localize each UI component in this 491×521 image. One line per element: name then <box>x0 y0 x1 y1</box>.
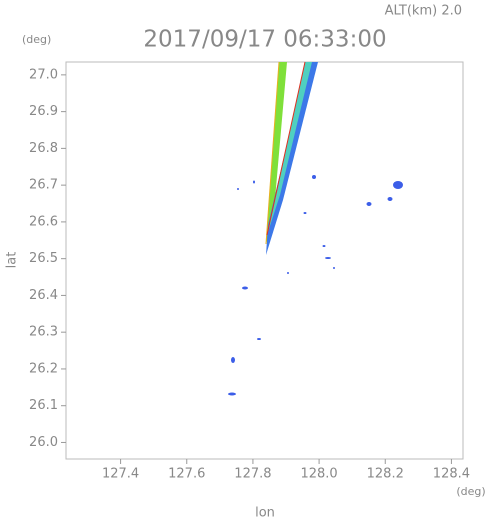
y-axis-label: lat <box>5 252 20 269</box>
echo-band <box>268 62 312 232</box>
x-tick-label: 128.4 <box>433 467 470 482</box>
y-tick-label: 26.1 <box>29 398 58 413</box>
y-tick-label: 26.4 <box>29 288 58 303</box>
echo-spots <box>228 175 403 396</box>
radar-echoes <box>228 61 403 396</box>
x-tick-label: 127.8 <box>234 467 271 482</box>
echo-band <box>266 62 287 244</box>
y-tick-label: 26.3 <box>29 325 58 340</box>
x-unit: (deg) <box>456 485 485 498</box>
y-tick-label: 26.0 <box>29 435 58 450</box>
echo-band <box>266 62 318 255</box>
y-tick-label: 26.9 <box>29 104 58 119</box>
x-tick-label: 127.6 <box>168 467 205 482</box>
y-tick-label: 26.8 <box>29 141 58 156</box>
x-tick-label: 127.4 <box>102 467 139 482</box>
x-axis-label: lon <box>255 506 275 521</box>
y-unit: (deg) <box>22 33 51 46</box>
echo-edge <box>265 61 280 245</box>
x-tick-label: 128.2 <box>367 467 404 482</box>
y-tick-label: 27.0 <box>29 67 58 82</box>
y-tick-label: 26.5 <box>29 251 58 266</box>
y-tick-label: 26.6 <box>29 214 58 229</box>
chart-title: 2017/09/17 06:33:00 <box>143 27 386 53</box>
y-tick-label: 26.7 <box>29 178 58 193</box>
x-tick-label: 128.0 <box>300 467 337 482</box>
plot-frame <box>65 61 464 460</box>
y-tick-label: 26.2 <box>29 361 58 376</box>
echo-edge <box>266 61 306 236</box>
altitude-label: ALT(km) 2.0 <box>385 4 462 19</box>
